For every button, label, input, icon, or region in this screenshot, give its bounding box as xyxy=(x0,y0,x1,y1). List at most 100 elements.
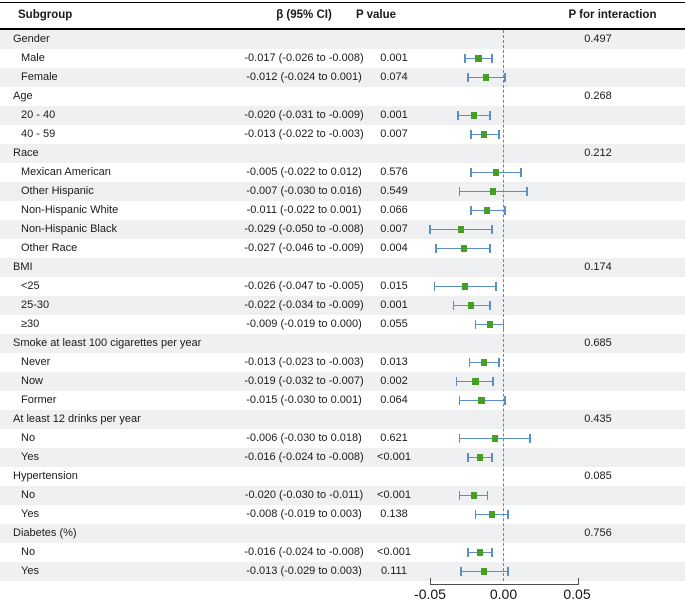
ci-cap-right xyxy=(490,453,493,462)
forest-plot-cell xyxy=(420,163,585,182)
beta-ci-text: -0.029 (-0.050 to -0.008) xyxy=(244,223,364,235)
x-axis-bracket xyxy=(430,578,579,585)
forest-plot-cell xyxy=(420,315,585,334)
point-estimate-marker xyxy=(476,454,484,461)
p-interaction-text: 0.212 xyxy=(584,147,612,159)
ci-cap-right xyxy=(504,206,506,215)
forest-plot-cell xyxy=(420,543,585,562)
p-value-text: <0.001 xyxy=(377,546,411,558)
p-value-text: <0.001 xyxy=(377,489,411,501)
point-estimate-marker xyxy=(491,435,498,442)
p-value-text: 0.007 xyxy=(380,223,408,235)
p-interaction-text: 0.497 xyxy=(584,33,612,45)
beta-ci-text: -0.011 (-0.022 to 0.001) xyxy=(246,204,362,216)
forest-plot-cell xyxy=(420,372,585,391)
table-row: 25-30 -0.022 (-0.034 to -0.009) 0.001 xyxy=(0,296,685,315)
ci-cap-right xyxy=(489,111,492,120)
group-row: BMI 0.174 xyxy=(0,258,685,277)
point-estimate-marker xyxy=(475,55,482,62)
subgroup-label: Male xyxy=(21,52,45,64)
ci-cap-left xyxy=(455,377,458,386)
p-value-text: 0.074 xyxy=(380,71,408,83)
ci-cap-left xyxy=(474,320,477,329)
point-estimate-marker xyxy=(484,207,491,214)
ci-cap-right xyxy=(507,510,509,519)
ci-cap-right xyxy=(504,396,506,405)
p-value-text: 0.002 xyxy=(380,375,408,387)
table-row: Yes -0.013 (-0.029 to 0.003) 0.111 xyxy=(0,562,685,581)
p-value-text: 0.064 xyxy=(380,394,408,406)
point-estimate-marker xyxy=(462,283,469,290)
subgroup-label: 20 - 40 xyxy=(21,109,56,121)
table-row: Now -0.019 (-0.032 to -0.007) 0.002 xyxy=(0,372,685,391)
beta-ci-text: -0.017 (-0.026 to -0.008) xyxy=(244,52,364,64)
ci-cap-left xyxy=(457,111,459,120)
subgroup-label: Gender xyxy=(13,33,50,45)
group-row: Hypertension 0.085 xyxy=(0,467,685,486)
subgroup-label: Diabetes (%) xyxy=(13,527,77,539)
table-row: Never -0.013 (-0.023 to -0.003) 0.013 xyxy=(0,353,685,372)
subgroup-label: No xyxy=(21,546,36,558)
forest-plot-cell xyxy=(420,201,585,220)
forest-plot-cell xyxy=(420,562,585,581)
point-estimate-marker xyxy=(476,549,484,556)
beta-ci-text: -0.013 (-0.023 to -0.003) xyxy=(244,356,364,368)
ci-cap-right xyxy=(526,187,528,196)
beta-ci-text: -0.016 (-0.024 to -0.008) xyxy=(244,546,364,558)
p-value-text: 0.066 xyxy=(380,204,408,216)
point-estimate-marker xyxy=(493,169,500,176)
subgroup-label: Former xyxy=(21,394,57,406)
beta-ci-text: -0.020 (-0.030 to -0.011) xyxy=(244,489,364,501)
ci-cap-right xyxy=(504,73,506,82)
table-row: 40 - 59 -0.013 (-0.022 to -0.003) 0.007 xyxy=(0,125,685,144)
forest-plot-cell xyxy=(420,220,585,239)
p-interaction-text: 0.174 xyxy=(584,261,612,273)
ci-cap-left xyxy=(433,282,436,291)
subgroup-label: No xyxy=(21,489,36,501)
x-axis-tick-label: -0.05 xyxy=(414,586,446,602)
forest-plot-cell xyxy=(420,505,585,524)
forest-plot-cell xyxy=(420,277,585,296)
point-estimate-marker xyxy=(481,359,488,366)
ci-cap-left xyxy=(467,548,469,557)
group-row: Smoke at least 100 cigarettes per year 0.… xyxy=(0,334,685,353)
subgroup-label: Non-Hispanic White xyxy=(21,204,119,216)
subgroup-label: Now xyxy=(21,375,44,387)
table-row: No -0.020 (-0.030 to -0.011) <0.001 xyxy=(0,486,685,505)
ci-cap-left xyxy=(470,206,472,215)
header-rule xyxy=(0,28,685,30)
point-estimate-marker xyxy=(481,568,488,575)
beta-ci-text: -0.020 (-0.031 to -0.009) xyxy=(244,109,364,121)
forest-plot-cell xyxy=(420,486,585,505)
column-header-p-value: P value xyxy=(355,9,397,21)
point-estimate-marker xyxy=(481,131,488,138)
table-row: Male -0.017 (-0.026 to -0.008) 0.001 xyxy=(0,49,685,68)
subgroup-label: Non-Hispanic Black xyxy=(21,223,117,235)
column-header-p-interaction: P for interaction xyxy=(568,9,657,21)
x-axis-tick-label: 0.05 xyxy=(563,586,591,602)
subgroup-label: <25 xyxy=(21,280,40,292)
subgroup-label: Smoke at least 100 cigarettes per year xyxy=(13,337,202,349)
table-row: ≥30 -0.009 (-0.019 to 0.000) 0.055 xyxy=(0,315,685,334)
p-value-text: 0.001 xyxy=(380,299,408,311)
ci-cap-right xyxy=(490,54,493,63)
p-value-text: <0.001 xyxy=(377,451,411,463)
ci-cap-left xyxy=(474,510,477,519)
forest-plot-cell xyxy=(420,49,585,68)
subgroup-label: Mexican American xyxy=(21,166,111,178)
group-row: At least 12 drinks per year 0.435 xyxy=(0,410,685,429)
ci-cap-right xyxy=(507,567,509,576)
p-value-text: 0.004 xyxy=(380,242,408,254)
p-value-text: 0.001 xyxy=(380,109,408,121)
table-row: Former -0.015 (-0.030 to 0.001) 0.064 xyxy=(0,391,685,410)
subgroup-label: Hypertension xyxy=(13,470,78,482)
ci-cap-left xyxy=(435,244,437,253)
column-header-subgroup: Subgroup xyxy=(18,9,73,21)
table-row: No -0.006 (-0.030 to 0.018) 0.621 xyxy=(0,429,685,448)
p-value-text: 0.015 xyxy=(380,280,408,292)
table-row: Non-Hispanic White -0.011 (-0.022 to 0.00… xyxy=(0,201,685,220)
point-estimate-marker xyxy=(471,492,478,499)
beta-ci-text: -0.016 (-0.024 to -0.008) xyxy=(244,451,364,463)
beta-ci-text: -0.006 (-0.030 to 0.018) xyxy=(246,432,362,444)
